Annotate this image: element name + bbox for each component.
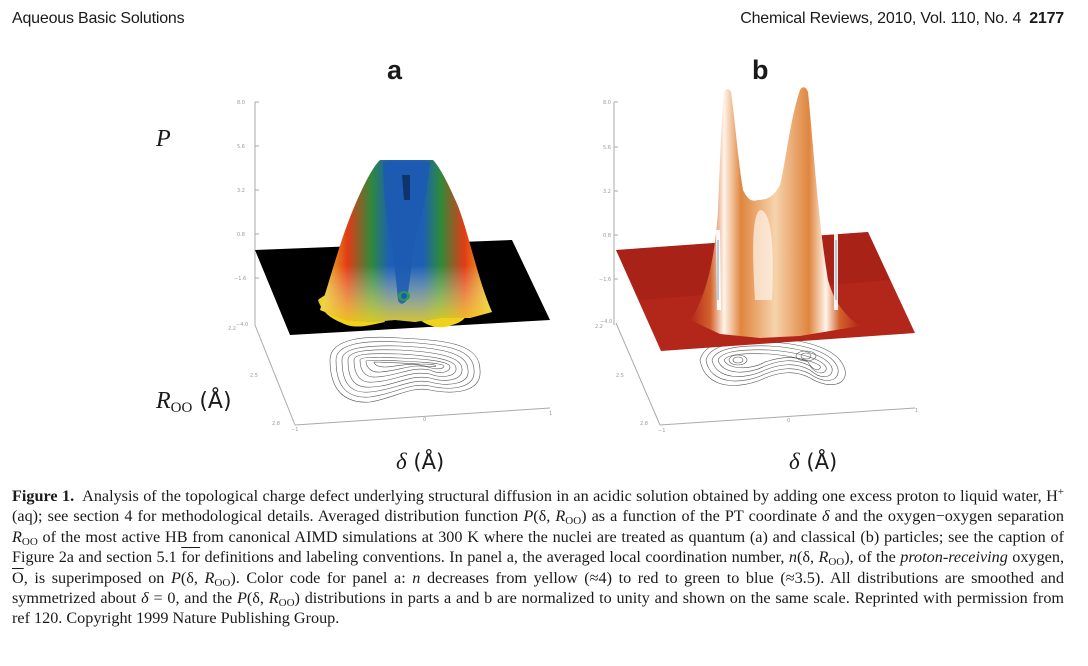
caption-math: δ — [141, 589, 149, 608]
caption-text: decreases from yellow (≈4) to red to gre… — [12, 568, 1064, 608]
x-axis-label-b: δ (Å) — [789, 449, 837, 475]
caption-math: δ — [822, 507, 830, 526]
contour-projection-a — [329, 336, 481, 403]
caption-text: (aq); see section 4 for methodological d… — [12, 507, 524, 526]
z-tick: 5.6 — [237, 144, 245, 150]
caption-math: ) — [581, 507, 587, 526]
panel-label-a: a — [387, 55, 403, 85]
caption-text: , is superimposed on — [23, 568, 171, 587]
caption-text: as a function of the PT coordinate — [586, 507, 822, 526]
caption-math: OO — [278, 597, 295, 610]
caption-label: Figure 1. — [12, 487, 75, 505]
delta-symbol: δ — [396, 449, 407, 474]
x-tick: −1 — [658, 428, 665, 434]
z-tick: 3.2 — [237, 188, 245, 194]
caption-math: ) — [294, 589, 300, 608]
z-tick: 5.6 — [603, 145, 611, 151]
caption-math: OO — [21, 535, 38, 548]
z-tick: −4.0 — [236, 322, 248, 328]
caption-math: P — [170, 568, 181, 587]
z-tick: −1.6 — [234, 276, 246, 282]
caption-math: ) — [844, 548, 850, 567]
caption-math: (δ, — [180, 568, 205, 587]
x-tick: 0 — [423, 417, 426, 423]
y-tick: 2.8 — [272, 421, 280, 427]
roo-symbol: R — [156, 388, 171, 414]
x-axis-label-a: δ (Å) — [396, 449, 444, 475]
figure-caption: Figure 1. Analysis of the topological cha… — [12, 486, 1064, 629]
y-tick: 2.5 — [616, 373, 624, 379]
running-title: Aqueous Basic Solutions — [12, 10, 185, 27]
figure-plots: 8.0 5.6 3.2 0.8 −1.6 −4.0 2.2 2.5 2.8 −1… — [228, 87, 918, 434]
page-number: 2177 — [1029, 10, 1064, 27]
roo-subscript: OO — [170, 400, 193, 416]
delta-unit: (Å) — [413, 450, 445, 474]
z-axis-label: P — [156, 126, 171, 152]
caption-text: , of the — [849, 548, 901, 567]
caption-math: R — [268, 589, 279, 608]
caption-math: (δ, — [533, 507, 556, 526]
caption-math: OO — [565, 515, 582, 528]
caption-math: R — [204, 568, 215, 587]
caption-math: n — [412, 568, 421, 587]
caption-math: R — [12, 527, 22, 546]
caption-text: oxygen, — [1007, 548, 1064, 567]
panel-a-plot: 8.0 5.6 3.2 0.8 −1.6 −4.0 2.2 2.5 2.8 −1… — [228, 100, 552, 433]
caption-text: definitions and labeling conventions. In… — [200, 548, 789, 567]
roo-unit: (Å) — [199, 389, 232, 414]
x-tick: 1 — [549, 411, 552, 417]
peak-surface-b — [690, 87, 860, 338]
caption-math: R — [555, 507, 566, 526]
y-tick: 2.5 — [250, 373, 258, 379]
z-tick: 3.2 — [603, 189, 611, 195]
caption-math: P — [237, 589, 247, 608]
caption-math: ) — [230, 568, 236, 587]
caption-text: distributions in parts a and b are norma… — [12, 589, 1065, 628]
z-tick: 8.0 — [237, 100, 245, 106]
y-axis-label: ROO (Å) — [156, 388, 232, 417]
caption-math: n — [788, 548, 797, 567]
y-tick: 2.2 — [228, 326, 236, 332]
caption-math: (δ, — [246, 589, 269, 608]
caption-math: (δ, — [796, 548, 819, 567]
caption-math: O — [12, 568, 24, 587]
caption-math: OO — [214, 576, 231, 589]
caption-text: Analysis of the topological charge defec… — [82, 487, 1058, 505]
delta-symbol: δ — [789, 449, 800, 474]
panel-label-b: b — [752, 55, 769, 85]
journal-info: Chemical Reviews, 2010, Vol. 110, No. 4 — [740, 10, 1022, 27]
z-tick: 0.8 — [237, 232, 245, 238]
y-tick: 2.8 — [640, 421, 648, 427]
z-tick: −1.6 — [599, 277, 611, 283]
caption-math: P — [523, 507, 534, 526]
caption-math: OO — [828, 556, 845, 569]
caption-text: = 0, and the — [148, 589, 237, 608]
z-tick: 8.0 — [603, 100, 611, 106]
caption-text: for — [181, 548, 201, 567]
caption-math: R — [818, 548, 829, 567]
caption-text: of the most active HB from canonical AIM… — [12, 527, 1064, 567]
x-tick: 0 — [787, 418, 790, 424]
caption-text: and the oxygen−oxygen separation — [829, 507, 1064, 526]
x-tick: −1 — [291, 427, 298, 433]
caption-emphasis: proton-receiving — [900, 548, 1008, 567]
z-tick: −4.0 — [600, 319, 612, 325]
z-tick: 0.8 — [603, 233, 611, 239]
journal-citation: Chemical Reviews, 2010, Vol. 110, No. 4 2… — [740, 10, 1064, 28]
panel-b-plot: 8.0 5.6 3.2 0.8 −1.6 −4.0 2.2 2.5 2.8 −1… — [595, 87, 918, 434]
delta-unit: (Å) — [806, 450, 838, 474]
y-tick: 2.2 — [595, 324, 603, 330]
caption-text: . Color code for panel a: — [235, 568, 413, 587]
x-tick: 1 — [915, 408, 918, 414]
caption-sup: + — [1057, 486, 1064, 498]
